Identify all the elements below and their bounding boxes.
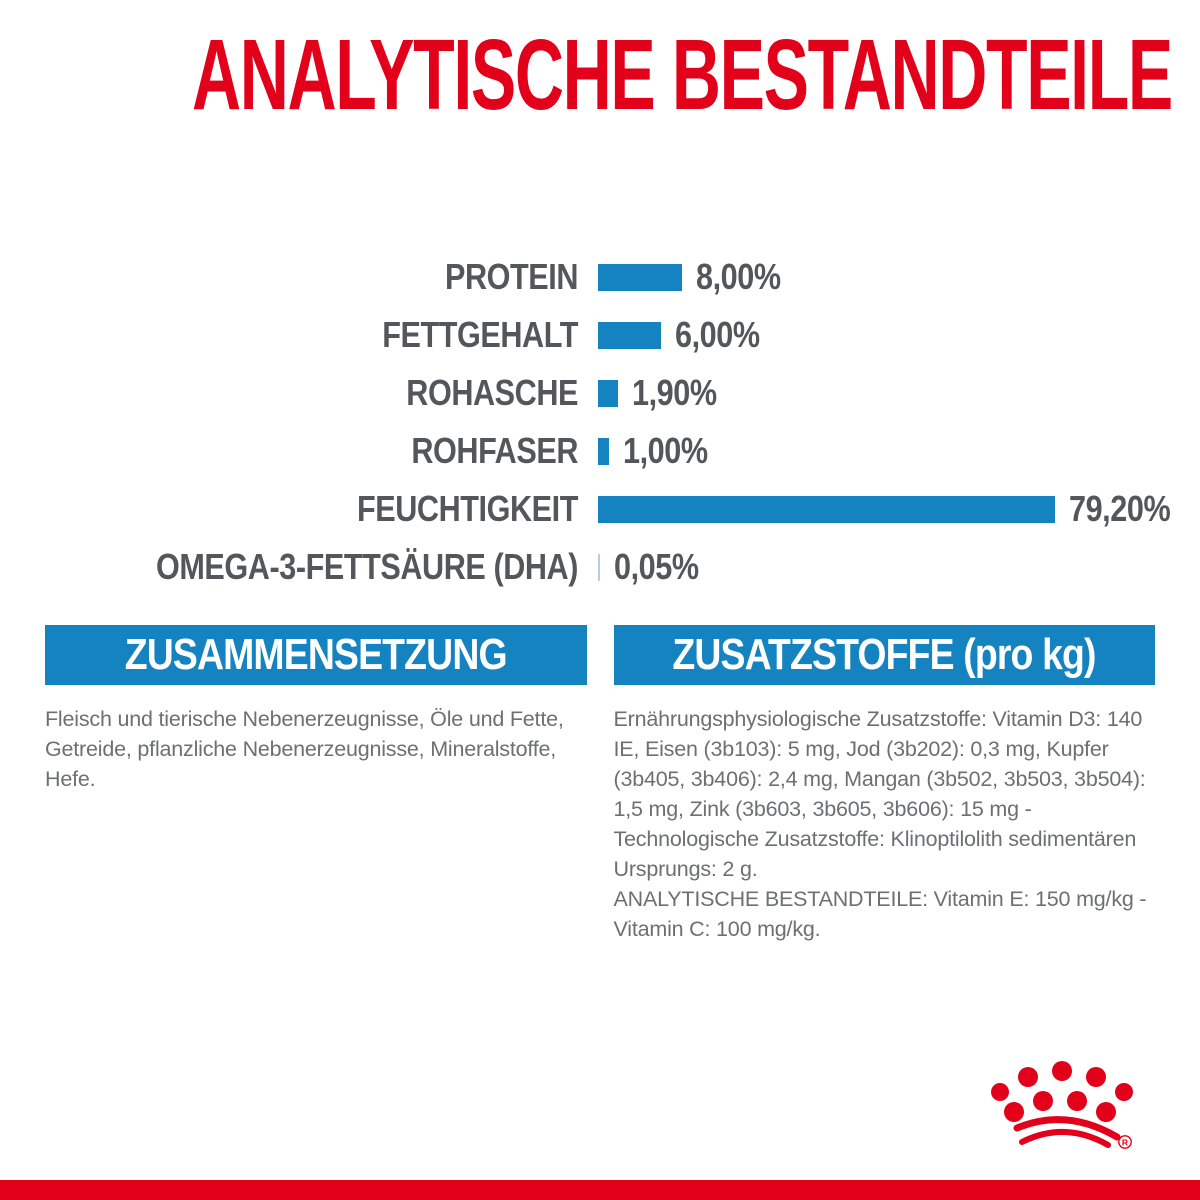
chart-value-label: 1,00% [622, 430, 708, 471]
chart-value-label: 8,00% [696, 256, 781, 297]
registered-trademark-icon: R [1118, 1135, 1132, 1149]
section-headers: ZUSAMMENSETZUNG ZUSATZSTOFFE (pro kg) [45, 625, 1155, 685]
chart-bar [598, 321, 661, 349]
chart-row: PROTEIN 8,00% [0, 248, 1200, 306]
chart-category-label: OMEGA-3-FETTSÄURE (DHA) [155, 546, 578, 587]
chart-category-label: ROHFASER [411, 430, 578, 471]
chart-category-label: ROHASCHE [406, 372, 578, 413]
chart-bar [598, 495, 1055, 523]
chart-category-label: PROTEIN [444, 256, 578, 297]
chart-value-label: 6,00% [675, 314, 760, 355]
chart-row: ROHASCHE 1,90% [0, 364, 1200, 422]
registered-mark-letter: R [1122, 1138, 1128, 1148]
chart-value-label: 79,20% [1069, 488, 1171, 529]
chart-category-label: FETTGEHALT [382, 314, 578, 355]
bar-chart: PROTEIN 8,00% FETTGEHALT 6,00% ROHASCHE 1,90%… [0, 248, 1200, 596]
page-title: ANALYTISCHE BESTANDTEILE [192, 19, 1173, 131]
chart-bar [598, 437, 609, 465]
additives-text-nutritional: Ernährungsphysiologische Zusatzstoffe: V… [613, 707, 1146, 881]
chart-row: FEUCHTIGKEIT 79,20% [0, 480, 1200, 538]
chart-bar [598, 553, 600, 581]
crown-icon: R [991, 1061, 1133, 1149]
chart-row: ROHFASER 1,00% [0, 422, 1200, 480]
additives-header-label: ZUSATZSTOFFE (pro kg) [672, 630, 1097, 679]
bottom-accent-bar [0, 1180, 1200, 1200]
chart-row: FETTGEHALT 6,00% [0, 306, 1200, 364]
royal-canin-crown-logo: R [988, 1060, 1138, 1155]
chart-bar [598, 263, 682, 291]
chart-category-label: FEUCHTIGKEIT [357, 488, 578, 529]
composition-header-label: ZUSAMMENSETZUNG [124, 630, 508, 679]
additives-header-bar: ZUSATZSTOFFE (pro kg) [613, 625, 1155, 685]
chart-value-label: 0,05% [614, 546, 699, 587]
additives-body: Ernährungsphysiologische Zusatzstoffe: V… [614, 704, 1156, 944]
chart-value-label: 1,90% [631, 372, 717, 413]
chart-row: OMEGA-3-FETTSÄURE (DHA) 0,05% [0, 538, 1200, 596]
chart-bar [598, 379, 618, 407]
composition-text: Fleisch und tierische Nebenerzeugnisse, … [45, 707, 564, 791]
additives-text-analytical: ANALYTISCHE BESTANDTEILE: Vitamin E: 150… [613, 887, 1147, 941]
composition-body: Fleisch und tierische Nebenerzeugnisse, … [45, 704, 587, 944]
composition-header-bar: ZUSAMMENSETZUNG [45, 625, 587, 685]
section-bodies: Fleisch und tierische Nebenerzeugnisse, … [45, 704, 1155, 944]
